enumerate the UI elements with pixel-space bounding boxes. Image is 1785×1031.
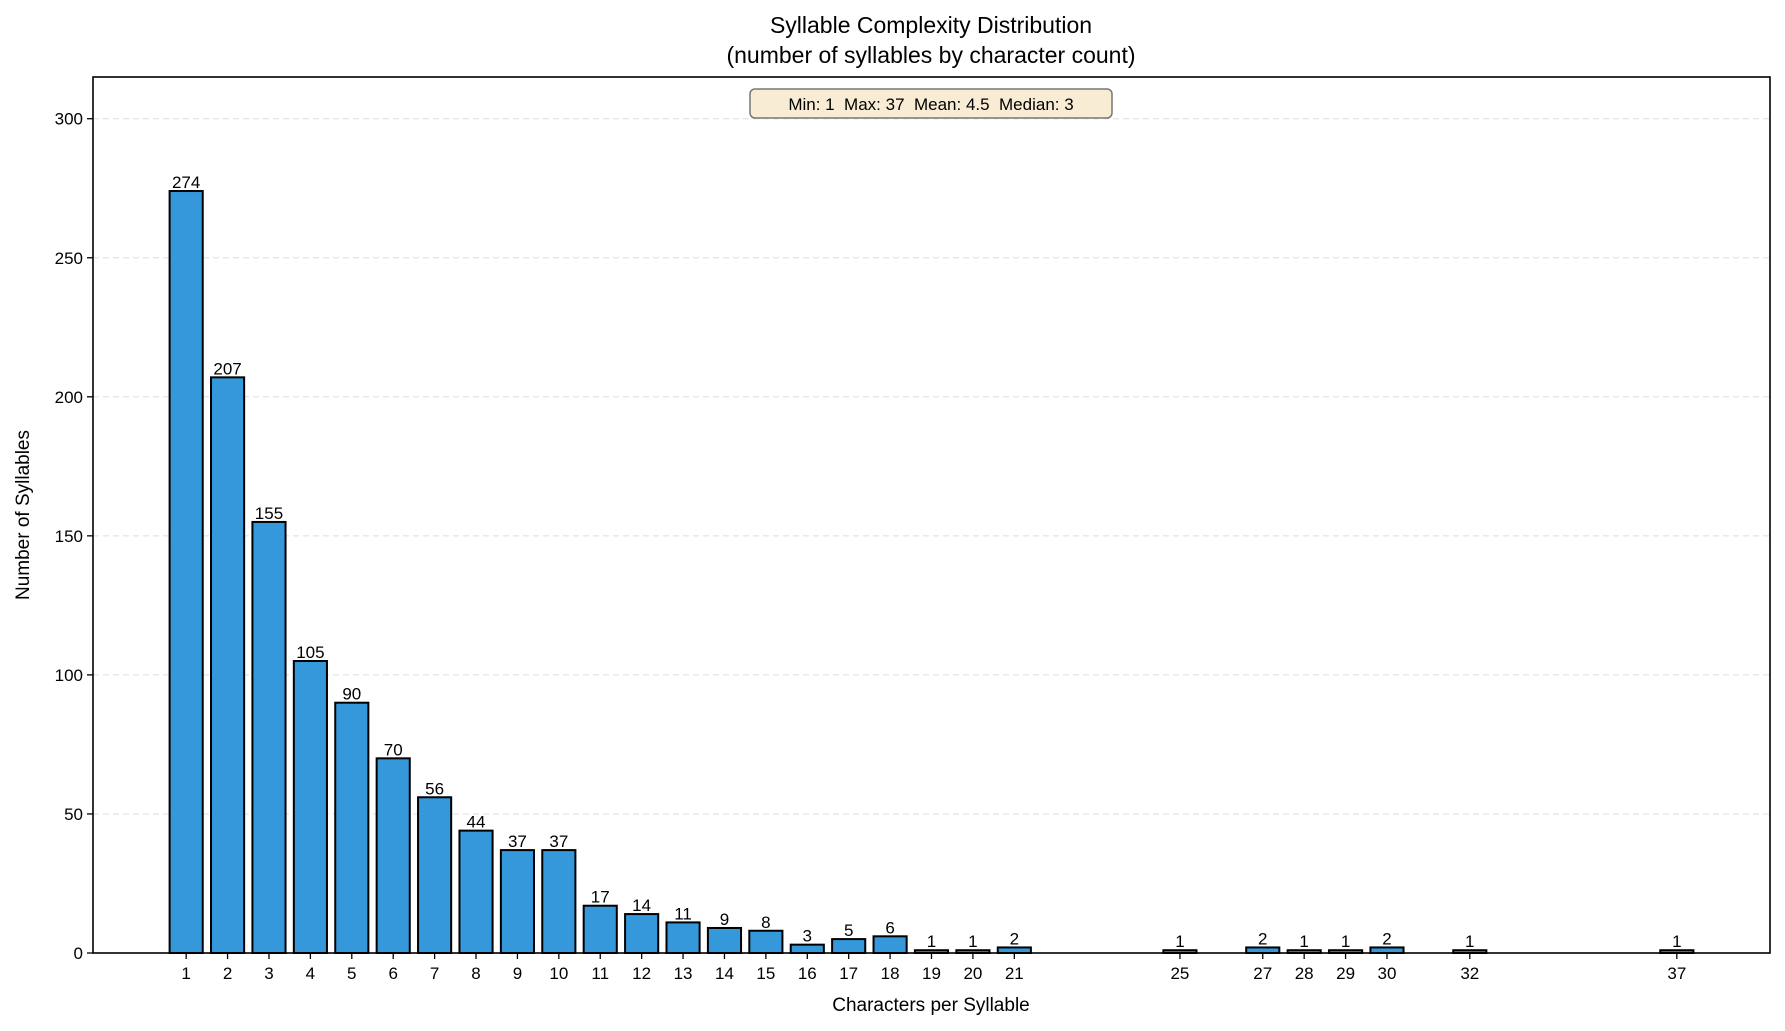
bar <box>375 757 411 954</box>
x-tick-label: 30 <box>1378 964 1397 983</box>
x-tick-label: 3 <box>264 964 273 983</box>
x-tick-label: 10 <box>549 964 568 983</box>
bar-value-label: 2 <box>1382 929 1391 948</box>
bar-value-label: 9 <box>720 910 729 929</box>
bar-value-label: 5 <box>844 921 853 940</box>
bar <box>210 376 246 955</box>
plot-frame <box>92 76 1771 954</box>
bar-value-label: 56 <box>425 779 444 798</box>
bar <box>872 935 908 954</box>
x-tick-label: 8 <box>471 964 480 983</box>
bar <box>789 943 825 955</box>
bar-value-label: 274 <box>172 173 200 192</box>
bar-value-label: 1 <box>1341 932 1350 951</box>
x-tick-label: 15 <box>756 964 775 983</box>
x-tick-label: 5 <box>347 964 356 983</box>
bar <box>292 660 328 954</box>
x-tick-label: 32 <box>1460 964 1479 983</box>
bar-value-label: 6 <box>885 918 894 937</box>
bar-value-label: 1 <box>1465 932 1474 951</box>
x-tick-label: 13 <box>674 964 693 983</box>
x-tick-label: 14 <box>715 964 734 983</box>
bar-value-label: 8 <box>761 913 770 932</box>
bar-value-label: 1 <box>1175 932 1184 951</box>
y-tick-label: 50 <box>64 805 83 824</box>
y-axis-label: Number of Syllables <box>13 430 34 600</box>
bar <box>334 701 370 955</box>
bar <box>499 849 535 954</box>
bar <box>251 520 287 954</box>
bar <box>748 929 784 954</box>
stats-text: Min: 1 Max: 37 Mean: 4.5 Median: 3 <box>788 95 1073 114</box>
bar-value-label: 37 <box>549 832 568 851</box>
x-tick-label: 7 <box>430 964 439 983</box>
y-tick-label: 300 <box>55 110 83 129</box>
bar <box>168 190 204 954</box>
bar-value-label: 1 <box>927 932 936 951</box>
bar-value-label: 1 <box>1672 932 1681 951</box>
x-tick-label: 1 <box>181 964 190 983</box>
y-tick-label: 100 <box>55 666 83 685</box>
bar-value-label: 1 <box>968 932 977 951</box>
bar-value-label: 155 <box>255 504 283 523</box>
bar <box>665 921 701 955</box>
x-tick-label: 17 <box>839 964 858 983</box>
bar <box>624 913 660 954</box>
bar-value-label: 2 <box>1258 929 1267 948</box>
stats-annotation: Min: 1 Max: 37 Mean: 4.5 Median: 3 <box>749 88 1113 119</box>
x-axis-label: Characters per Syllable <box>832 995 1029 1016</box>
bar <box>582 904 618 955</box>
x-tick-label: 4 <box>306 964 315 983</box>
bar-value-label: 207 <box>213 359 241 378</box>
bar <box>417 796 453 954</box>
x-tick-label: 11 <box>591 964 609 983</box>
y-tick-label: 0 <box>74 944 83 963</box>
x-tick-label: 21 <box>1005 964 1024 983</box>
y-tick-label: 150 <box>55 527 83 546</box>
x-tick-label: 37 <box>1667 964 1686 983</box>
x-tick-label: 16 <box>798 964 817 983</box>
bar-value-label: 3 <box>803 927 812 946</box>
x-tick-label: 19 <box>922 964 941 983</box>
bar <box>541 849 577 954</box>
bar-value-label: 44 <box>467 813 486 832</box>
bar-value-label: 70 <box>384 740 403 759</box>
bar <box>831 938 867 954</box>
chart-title: Syllable Complexity Distribution <box>770 12 1092 38</box>
x-tick-label: 6 <box>388 964 397 983</box>
bar <box>458 829 494 955</box>
bar-value-label: 17 <box>591 888 610 907</box>
x-tick-label: 20 <box>963 964 982 983</box>
x-tick-label: 9 <box>513 964 522 983</box>
bar-value-label: 105 <box>296 643 324 662</box>
x-tick-label: 18 <box>881 964 900 983</box>
x-tick-label: 28 <box>1295 964 1314 983</box>
x-tick-label: 25 <box>1170 964 1189 983</box>
bar-value-label: 1 <box>1299 932 1308 951</box>
chart-subtitle: (number of syllables by character count) <box>726 42 1135 68</box>
x-tick-label: 12 <box>632 964 651 983</box>
y-tick-label: 250 <box>55 249 83 268</box>
x-tick-label: 27 <box>1253 964 1272 983</box>
bar <box>706 926 743 955</box>
bar-value-label: 14 <box>632 896 651 915</box>
x-tick-label: 2 <box>223 964 232 983</box>
bar-value-label: 2 <box>1010 929 1019 948</box>
bar-value-label: 90 <box>342 685 361 704</box>
y-tick-label: 200 <box>55 388 83 407</box>
x-tick-label: 29 <box>1336 964 1355 983</box>
bar-value-label: 11 <box>674 904 692 923</box>
bar-value-label: 37 <box>508 832 527 851</box>
